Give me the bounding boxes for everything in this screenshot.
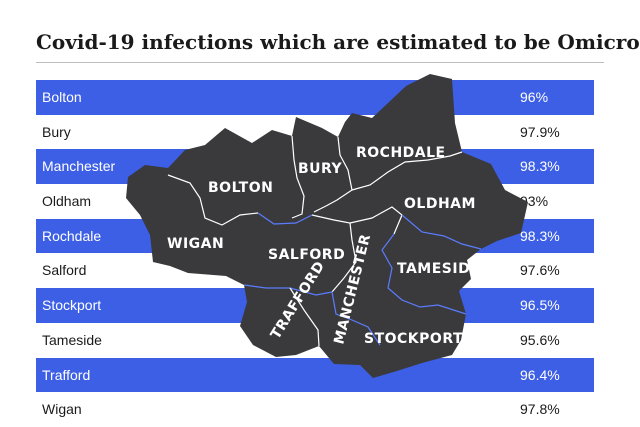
- district-name: Bury: [42, 123, 71, 140]
- boundary-trafford-manchester: [243, 284, 381, 346]
- map-label-bolton: BOLTON: [208, 180, 273, 196]
- boundary-manchester-tameside: [381, 233, 467, 315]
- district-name: Tameside: [42, 331, 102, 348]
- boundary-salford-manchester: [311, 214, 357, 293]
- omicron-share-value: 98.3%: [520, 158, 560, 175]
- district-name: Salford: [42, 262, 87, 279]
- table-row: Wigan 97.8%: [36, 392, 594, 427]
- omicron-share-value: 96%: [520, 89, 549, 105]
- table-row: Salford 97.6%: [36, 253, 594, 288]
- boundary-trafford-inner: [289, 287, 320, 347]
- omicron-share-value: 97.9%: [520, 123, 560, 140]
- omicron-share-value: 95.6%: [520, 331, 560, 348]
- map-outline: [126, 74, 528, 378]
- boundary-manchester-oldham: [349, 206, 403, 235]
- district-name: Bolton: [42, 89, 82, 105]
- district-name: Stockport: [42, 297, 102, 314]
- map-label-rochdale: ROCHDALE: [356, 145, 446, 161]
- table-row: Bolton 96%: [36, 80, 594, 115]
- table-row: Tameside 95.6%: [36, 323, 594, 358]
- map-label-salford: SALFORD: [268, 247, 345, 263]
- district-name: Manchester: [42, 158, 116, 175]
- boundary-oldham-tameside: [401, 214, 482, 250]
- omicron-share-value: 97.8%: [520, 401, 560, 418]
- map-label-wigan: WIGAN: [167, 236, 224, 252]
- chart-title: Covid-19 infections which are estimated …: [36, 30, 640, 54]
- map-label-tameside: TAMESIDE: [397, 261, 480, 277]
- district-name: Wigan: [42, 401, 82, 418]
- omicron-share-value: 96.4%: [520, 366, 560, 383]
- map-label-bury: BURY: [298, 161, 343, 177]
- boundary-bolton-bury: [291, 135, 305, 219]
- table-row: Trafford 96.4%: [36, 357, 594, 393]
- map-label-oldham: OLDHAM: [404, 196, 476, 212]
- boundary-rochdale-oldham: [351, 151, 463, 191]
- title-divider: [36, 62, 604, 63]
- omicron-share-value: 98.3%: [520, 227, 560, 244]
- table-row: Bury 97.9%: [36, 115, 594, 150]
- boundary-wigan-salford: [257, 212, 313, 225]
- omicron-share-value: 97.6%: [520, 262, 560, 279]
- boundary-wigan-bolton: [167, 174, 259, 226]
- table-row: Oldham 93%: [36, 184, 594, 219]
- district-name: Trafford: [42, 366, 91, 383]
- map-label-stockport: STOCKPORT: [364, 331, 463, 347]
- district-name: Oldham: [42, 193, 92, 210]
- district-name: Rochdale: [42, 227, 102, 244]
- omicron-share-value: 96.5%: [520, 297, 560, 314]
